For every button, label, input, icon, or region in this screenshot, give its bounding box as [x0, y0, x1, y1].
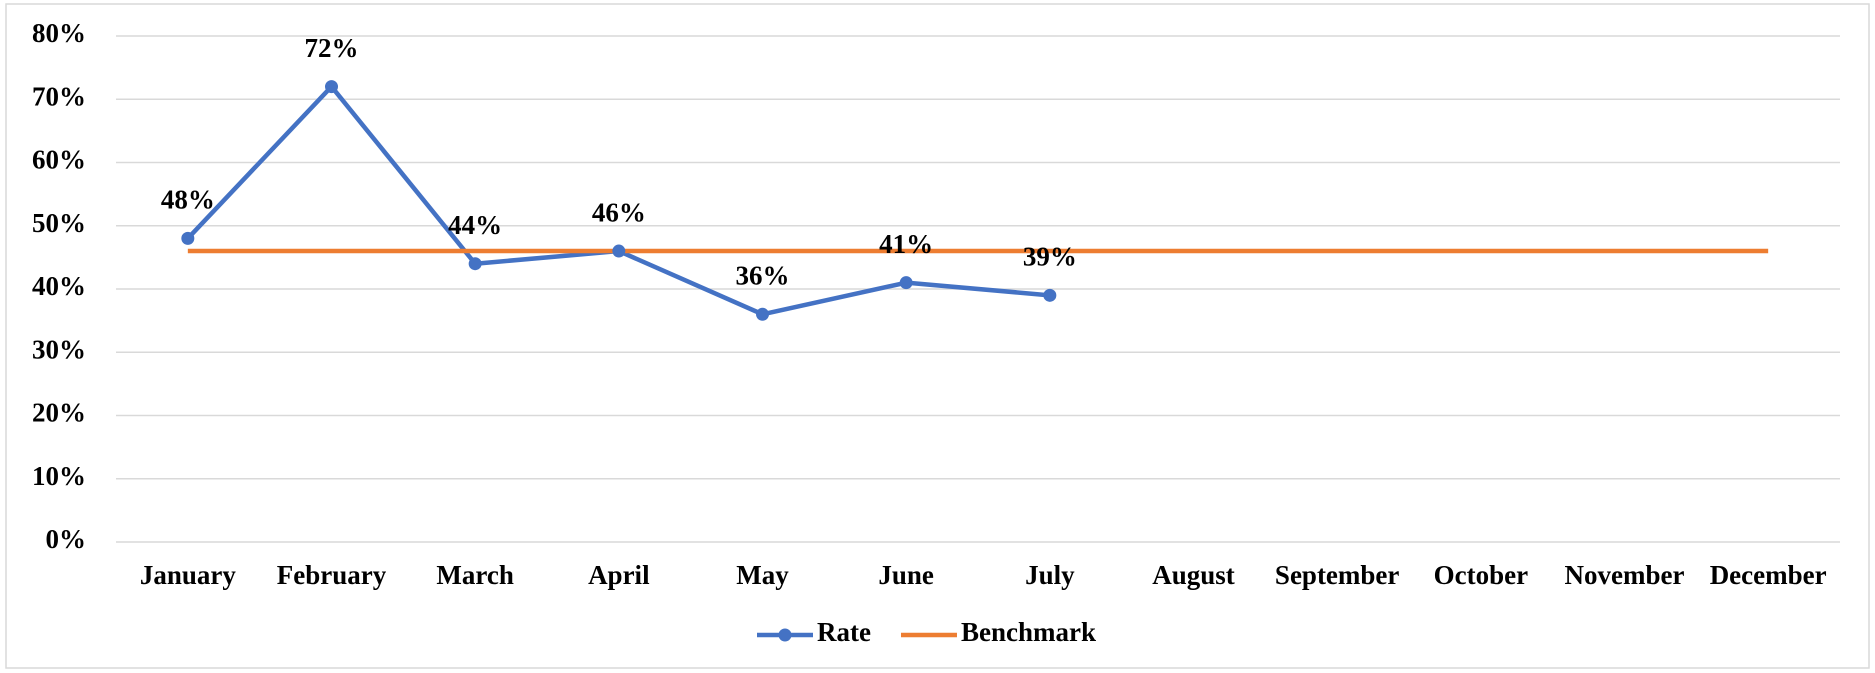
x-tick-label: January: [140, 560, 237, 590]
y-tick-label: 20%: [32, 398, 86, 428]
x-tick-label: June: [878, 560, 934, 590]
point-marker: [181, 231, 195, 245]
y-tick-label: 60%: [32, 145, 86, 175]
point-marker: [899, 276, 913, 290]
x-tick-label: October: [1434, 560, 1528, 590]
x-tick-label: December: [1710, 560, 1827, 590]
data-label: 48%: [161, 185, 215, 215]
y-tick-label: 80%: [32, 18, 86, 48]
legend-label: Benchmark: [961, 617, 1096, 647]
x-tick-label: July: [1025, 560, 1075, 590]
point-marker: [325, 80, 338, 94]
data-label: 72%: [305, 33, 359, 63]
chart-border: [5, 3, 1870, 669]
x-tick-label: May: [736, 560, 789, 590]
y-tick-label: 50%: [32, 208, 86, 238]
data-label: 46%: [592, 197, 646, 227]
x-tick-label: April: [588, 560, 650, 590]
y-tick-label: 40%: [32, 271, 86, 301]
y-tick-label: 30%: [32, 334, 86, 364]
legend-label: Rate: [817, 617, 871, 647]
x-tick-label: November: [1565, 560, 1685, 590]
data-label: 41%: [879, 229, 933, 259]
x-tick-label: February: [277, 560, 387, 590]
y-tick-label: 70%: [32, 81, 86, 111]
data-label: 36%: [736, 261, 790, 291]
x-tick-label: September: [1275, 560, 1399, 590]
x-tick-label: March: [436, 560, 513, 590]
point-marker: [756, 307, 769, 321]
y-tick-label: 10%: [32, 461, 86, 491]
point-marker: [1043, 288, 1057, 302]
y-tick-label: 0%: [46, 524, 87, 554]
point-marker: [468, 257, 482, 271]
point-marker: [612, 244, 626, 258]
x-tick-label: August: [1152, 560, 1235, 590]
data-label: 39%: [1023, 242, 1077, 272]
data-label: 44%: [448, 210, 502, 240]
legend-marker: [778, 628, 792, 642]
